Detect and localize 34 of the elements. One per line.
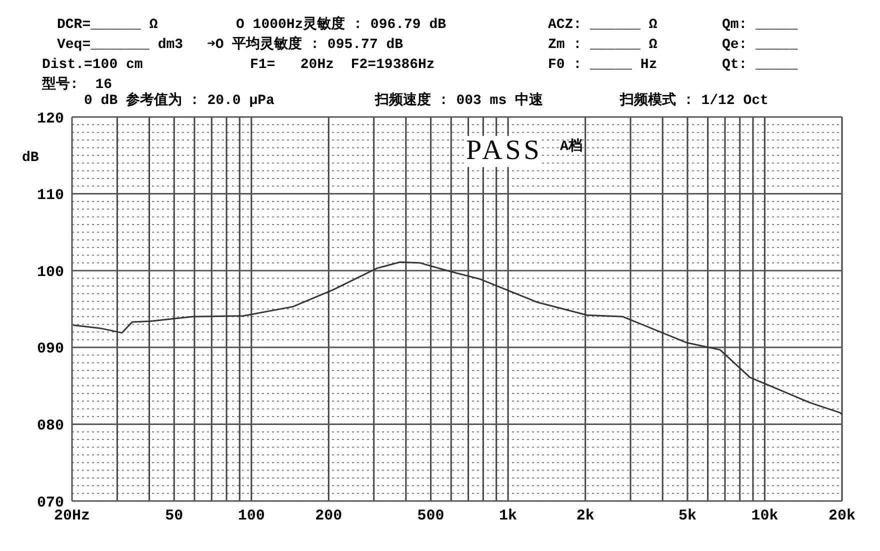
x-tick-label: 10k (751, 508, 778, 525)
text: 0 dB 参考值为 : 20.0 μPa (84, 93, 274, 110)
x-tick-label: 50 (165, 508, 184, 525)
y-tick-label: 080 (36, 418, 64, 435)
text: Veq=_______ dm3 (57, 37, 184, 54)
text: Zm : ______ Ω (548, 37, 658, 54)
text: O 1000Hz灵敏度 : 096.79 dB (236, 17, 446, 34)
x-tick-label: 20k (828, 508, 856, 525)
text: F1= 20Hz F2=19386Hz (250, 57, 435, 74)
x-tick-label: 100 (238, 508, 265, 525)
y-tick-label: 110 (36, 187, 64, 204)
x-tick-label: 500 (417, 508, 444, 525)
x-tick-label: 2k (576, 508, 594, 525)
text: DCR=______ Ω (57, 17, 158, 34)
text: Dist.=100 cm (42, 57, 143, 74)
x-tick-label: 5k (678, 508, 696, 525)
annotation: A档 (560, 139, 582, 156)
x-tick-label: 200 (315, 508, 342, 525)
x-tick-label: 20Hz (54, 508, 90, 525)
y-axis-title: dB (22, 150, 39, 166)
text: Qm: _____ (722, 17, 798, 34)
text: Qe: _____ (722, 37, 798, 54)
text: 扫频模式 : 1/12 Oct (620, 93, 768, 110)
y-tick-label: 100 (36, 264, 64, 281)
x-tick-label: 1k (499, 508, 518, 525)
text: Qt: _____ (722, 57, 798, 74)
annotation: PASS (466, 135, 542, 167)
text: F0 : _____ Hz (548, 57, 658, 74)
text: ACZ: ______ Ω (548, 17, 658, 34)
y-tick-label: 090 (36, 340, 64, 358)
text: 扫频速度 : 003 ms 中速 (375, 93, 544, 110)
text: ➜O 平均灵敏度 : 095.77 dB (207, 37, 404, 54)
text: 型号: 16 (42, 77, 112, 94)
y-tick-label: 120 (36, 110, 64, 128)
